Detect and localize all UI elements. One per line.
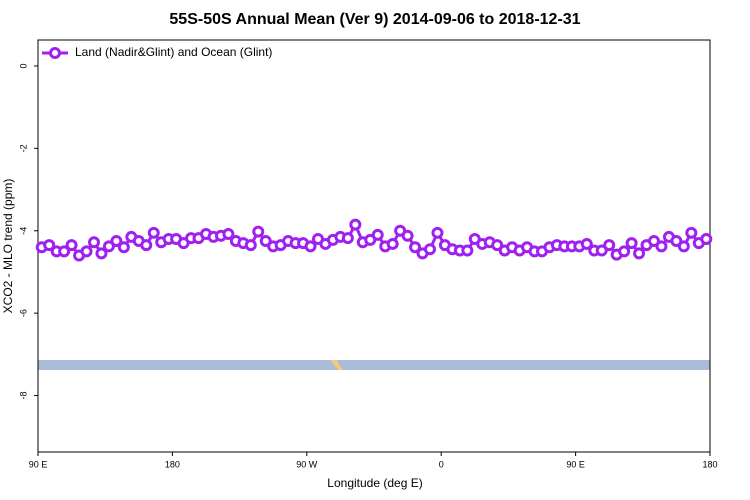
point [409,241,422,254]
point [670,235,683,248]
point [117,241,130,254]
y-tick-label: -2 [18,144,28,152]
land-patch [331,360,343,370]
point [648,235,660,248]
point [110,235,123,248]
point [244,239,257,252]
point [461,244,474,257]
point [222,228,235,241]
chart-title: 55S-50S Annual Mean (Ver 9) 2014-09-06 t… [169,11,580,28]
point [88,236,100,249]
point [147,226,160,239]
point [700,232,713,245]
point [80,245,93,258]
point [491,239,504,252]
y-tick-label: -4 [18,227,28,235]
point [603,239,616,252]
point [304,240,317,253]
point [95,247,108,260]
x-tick-label: 180 [165,459,180,469]
x-tick-label: 90 E [566,459,585,469]
x-tick-label: 90 E [29,459,48,469]
point [102,240,115,253]
point [349,218,362,231]
y-axis-label: XCO2 - MLO trend (ppm) [1,179,15,314]
x-tick-label: 0 [439,459,444,469]
land-strip [38,360,710,370]
point [424,243,436,256]
point [341,232,354,245]
point [386,237,399,250]
x-tick-label: 90 W [296,459,318,469]
point [595,244,608,257]
point [259,235,272,248]
point [371,228,384,241]
point [655,240,668,253]
point [140,239,153,252]
y-tick-label: -6 [18,309,28,317]
point [401,229,414,242]
point [685,226,698,239]
y-tick-label: -8 [18,392,28,400]
point [252,225,265,238]
point [633,247,646,260]
point [43,239,56,252]
legend-marker [49,47,61,59]
point [677,240,690,253]
point [65,239,78,252]
point [625,237,638,250]
point [618,245,631,258]
x-tick-label: 180 [702,459,717,469]
x-axis-label: Longitude (deg E) [327,476,422,490]
point [431,226,444,239]
y-tick-label: 0 [18,63,28,68]
legend-label: Land (Nadir&Glint) and Ocean (Glint) [75,45,272,59]
point [580,237,593,250]
legend: Land (Nadir&Glint) and Ocean (Glint) [42,45,272,59]
point [58,245,71,258]
